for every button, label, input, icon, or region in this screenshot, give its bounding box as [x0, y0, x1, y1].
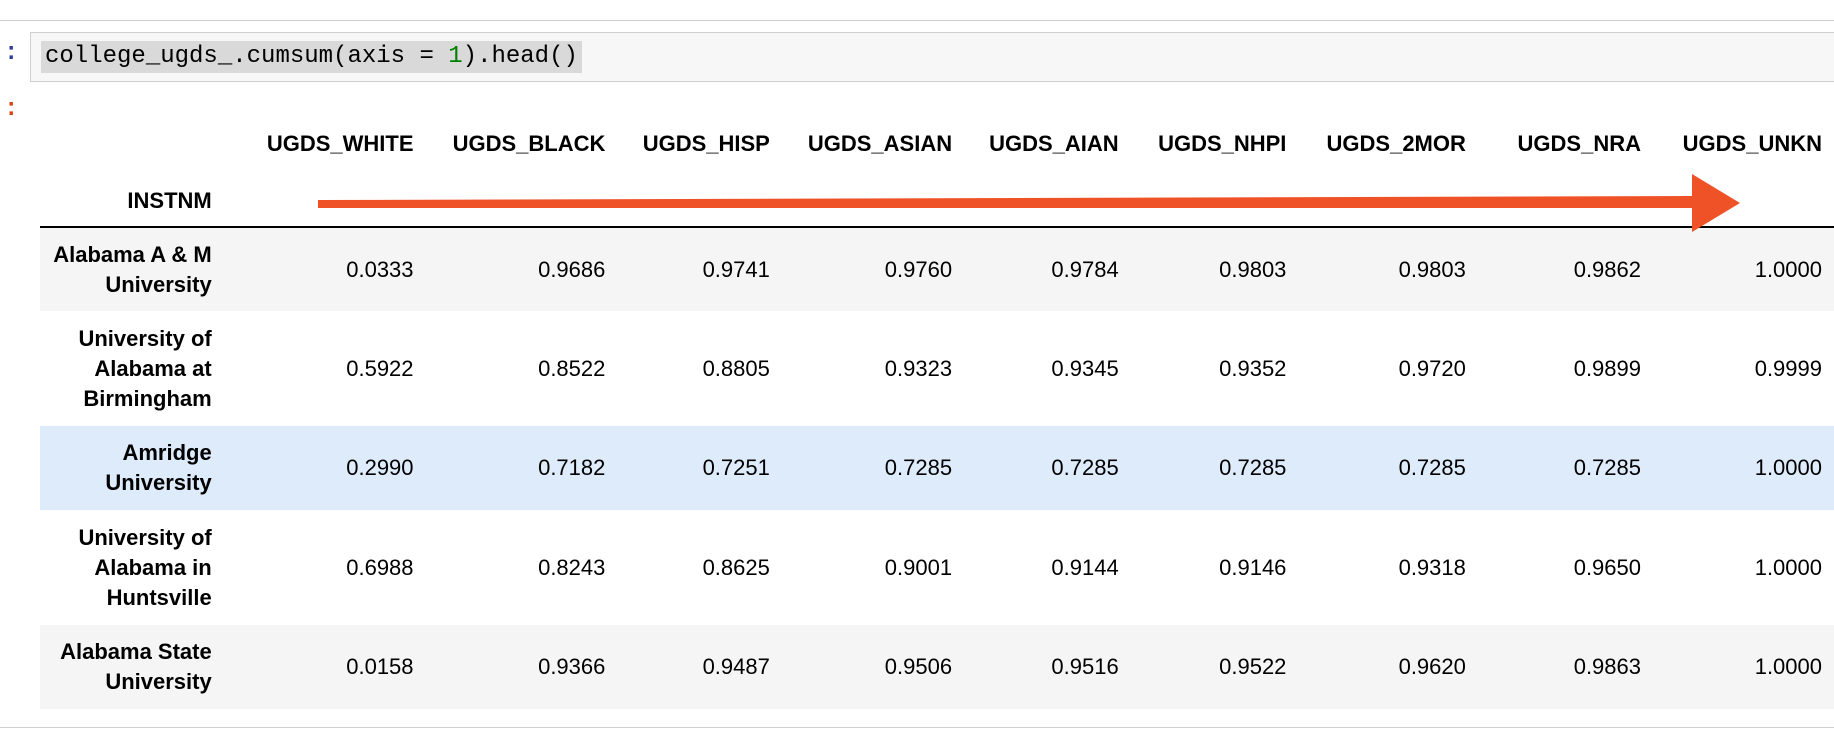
table-cell: 1.0000 [1754, 654, 1822, 679]
table-row: University of Alabama in Huntsville 0.6988… [40, 510, 1834, 625]
table-cell: 0.9506 [884, 654, 953, 679]
column-header: UGDS_2MOR [1326, 131, 1466, 156]
cell-bottom-border [0, 727, 1834, 728]
table-cell: 0.7285 [1398, 455, 1466, 480]
table-cell: 0.9144 [1051, 554, 1119, 580]
table-cell: 0.9760 [884, 256, 953, 282]
table-row: University of Alabama at Birmingham 0.5922… [40, 311, 1834, 426]
code-input-area[interactable]: college_ugds_.cumsum(axis = 1).head() [30, 32, 1834, 82]
table-cell: 0.8805 [702, 355, 770, 381]
table-cell: 0.7285 [1219, 455, 1287, 480]
table-cell: 0.9522 [1219, 654, 1287, 679]
table-cell: 0.8243 [538, 554, 606, 580]
header-corner [40, 112, 224, 176]
table-cell: 0.7285 [1573, 455, 1641, 480]
table-cell: 0.9366 [538, 654, 606, 679]
table-cell: 0.0158 [346, 654, 414, 679]
row-label: Alabama A & M University [53, 241, 212, 297]
column-header: UGDS_NRA [1517, 131, 1641, 156]
column-header: UGDS_WHITE [266, 131, 414, 156]
table-row: Alabama A & M University 0.0333 0.9686 0.… [40, 227, 1834, 311]
table-cell: 0.5922 [346, 355, 414, 381]
code-suffix: ).head() [462, 43, 578, 70]
index-name-row: INSTNM [40, 176, 1834, 227]
code-number: 1 [448, 43, 463, 70]
table-cell: 0.9516 [1051, 654, 1119, 679]
dataframe-output: UGDS_WHITE UGDS_BLACK UGDS_HISP UGDS_ASI… [40, 112, 1834, 709]
output-prompt: : [4, 96, 19, 123]
table-cell: 0.6988 [346, 554, 414, 580]
table-cell: 0.9620 [1398, 654, 1466, 679]
right-arrow-icon [318, 174, 1740, 232]
table-cell: 0.9720 [1398, 355, 1466, 381]
table-cell: 0.7251 [702, 455, 770, 480]
column-header: UGDS_BLACK [452, 131, 606, 156]
table-cell: 0.9318 [1398, 554, 1466, 580]
code-line[interactable]: college_ugds_.cumsum(axis = 1).head() [41, 41, 582, 73]
row-label: Amridge University [105, 440, 212, 495]
table-cell: 0.0333 [346, 256, 414, 282]
table-cell: 0.9146 [1219, 554, 1287, 580]
table-row: Alabama State University 0.0158 0.9366 0.… [40, 625, 1834, 709]
row-label: University of Alabama at Birmingham [78, 325, 212, 411]
arrow-shape [318, 174, 1740, 232]
table-cell: 0.9352 [1219, 355, 1287, 381]
table-cell: 0.7285 [884, 455, 953, 480]
table-row-hovered: Amridge University 0.2990 0.7182 0.7251 0… [40, 426, 1834, 510]
table-cell: 1.0000 [1754, 455, 1822, 480]
column-header: UGDS_AIAN [989, 131, 1119, 156]
table-cell: 1.0000 [1754, 554, 1822, 580]
table-cell: 0.9784 [1051, 256, 1119, 282]
row-label: Alabama State University [60, 639, 212, 694]
cell-top-border [0, 20, 1834, 21]
column-header: UGDS_HISP [642, 131, 770, 156]
table-cell: 0.9345 [1051, 355, 1119, 381]
table-cell: 0.8625 [702, 554, 770, 580]
table-cell: 0.7285 [1051, 455, 1119, 480]
column-header: UGDS_NHPI [1158, 131, 1287, 156]
column-header: UGDS_UNKN [1682, 131, 1822, 156]
table-cell: 0.9650 [1573, 554, 1641, 580]
table-cell: 0.9803 [1219, 256, 1287, 282]
input-prompt: : [4, 40, 19, 67]
row-label: University of Alabama in Huntsville [78, 524, 212, 610]
table-cell: 0.9999 [1754, 355, 1822, 381]
table-cell: 0.2990 [346, 455, 414, 480]
table-cell: 0.9899 [1573, 355, 1641, 381]
table-cell: 0.9487 [702, 654, 770, 679]
column-header: UGDS_ASIAN [807, 131, 953, 156]
table-cell: 0.8522 [538, 355, 606, 381]
index-name: INSTNM [127, 188, 212, 213]
table-cell: 0.9863 [1573, 654, 1641, 679]
table-cell: 0.9862 [1573, 256, 1641, 282]
table-cell: 0.9686 [538, 256, 606, 282]
table-cell: 0.9741 [702, 256, 770, 282]
table-cell: 0.9001 [884, 554, 953, 580]
code-prefix: college_ugds_.cumsum(axis = [45, 43, 449, 70]
table-cell: 0.7182 [538, 455, 606, 480]
column-header-row: UGDS_WHITE UGDS_BLACK UGDS_HISP UGDS_ASI… [40, 112, 1834, 176]
table-cell: 0.9323 [884, 355, 953, 381]
table-cell: 0.9803 [1398, 256, 1466, 282]
table-cell: 1.0000 [1754, 256, 1822, 282]
